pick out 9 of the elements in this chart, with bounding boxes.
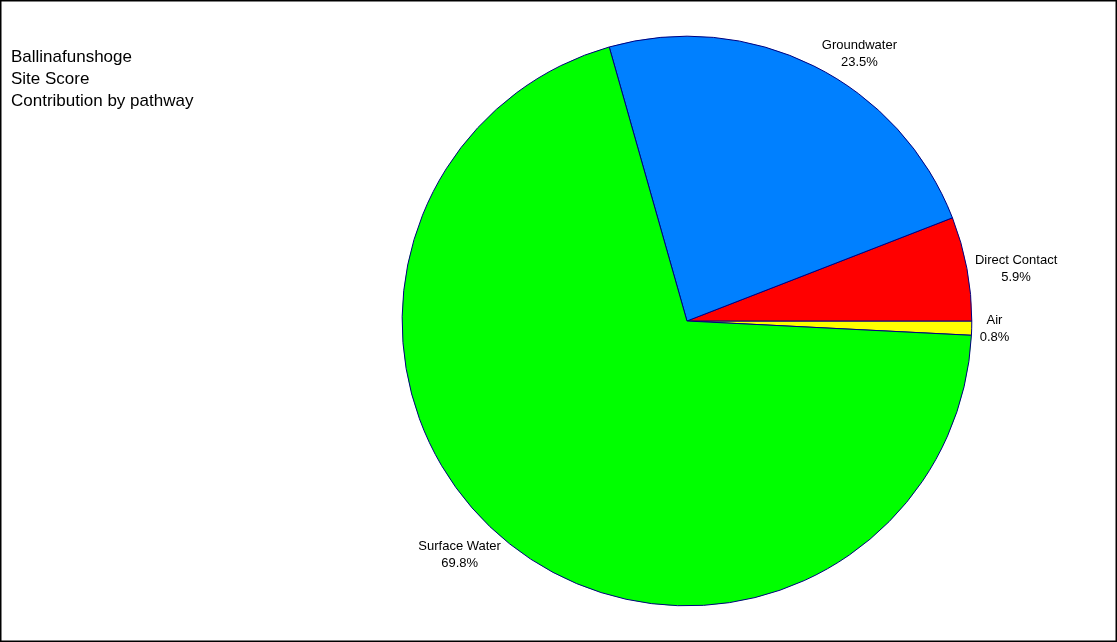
- data-label: 5.9%: [1001, 268, 1032, 284]
- data-label: 69.8%: [441, 554, 479, 570]
- slice-label: Air: [986, 312, 1004, 328]
- data-label: 0.8%: [979, 329, 1010, 345]
- slice-label: Groundwater: [821, 37, 898, 53]
- slice-label: Surface Water: [418, 537, 502, 553]
- slice-label: Direct Contact: [974, 252, 1058, 268]
- text: Ballinafunshoge Site Score Contribution by pathway: [11, 47, 194, 111]
- data-label: 23.5%: [840, 54, 879, 70]
